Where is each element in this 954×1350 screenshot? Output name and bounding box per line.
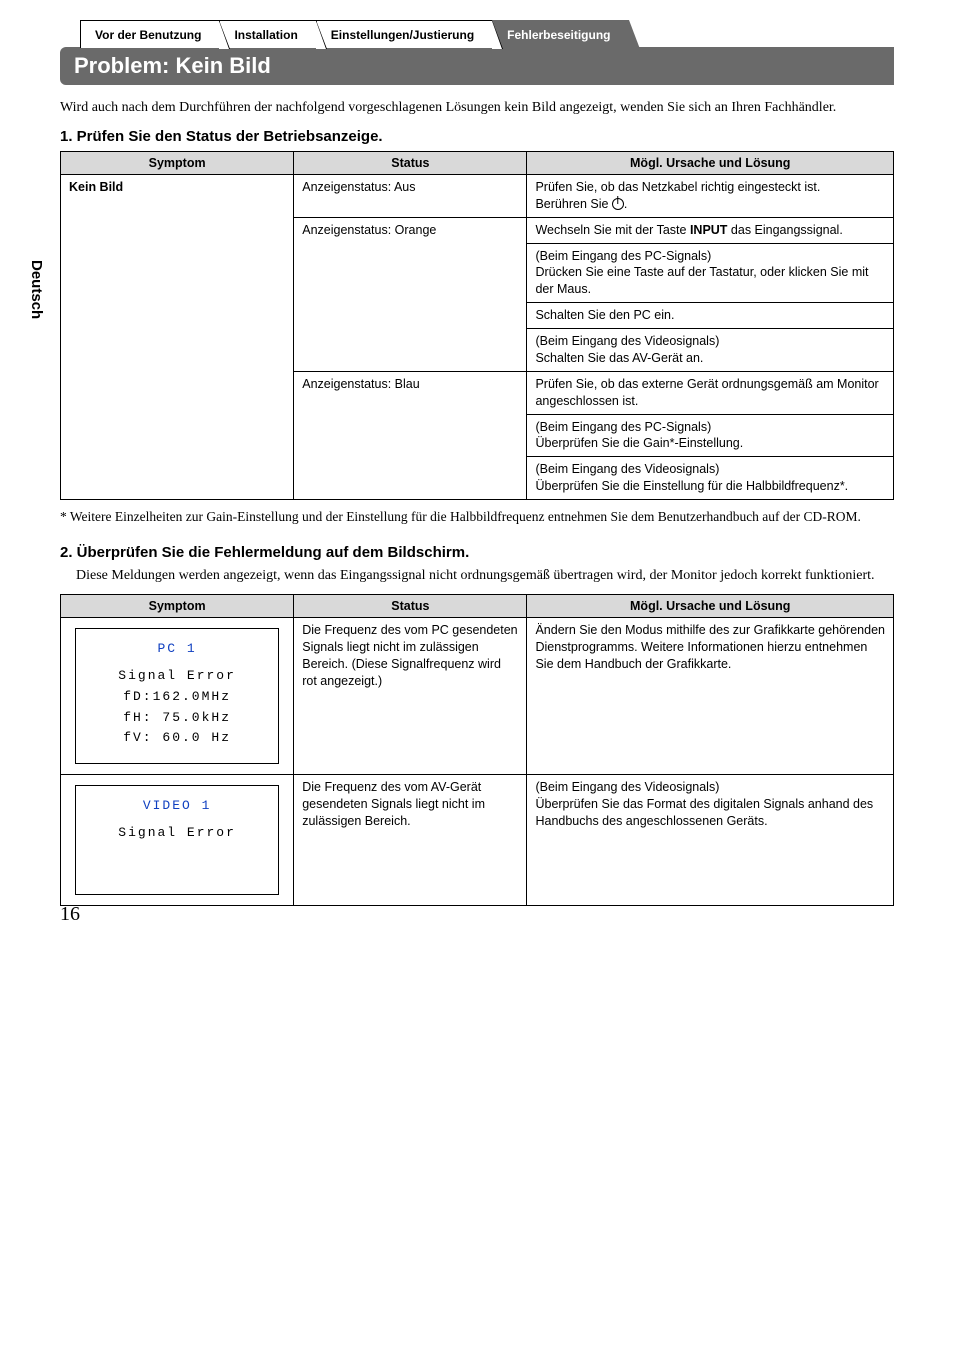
cell-stat-sig2: Die Frequenz des vom AV-Gerät gesendeten… [294, 775, 527, 906]
page-title-banner: Problem: Kein Bild [60, 47, 894, 85]
cell-sig1: PC 1 Signal Error fD:162.0MHz fH: 75.0kH… [61, 618, 294, 775]
cell-sol-orange-2: (Beim Eingang des PC-Signals) Drücken Si… [527, 243, 894, 303]
section-2-intro: Diese Meldungen werden angezeigt, wenn d… [76, 567, 894, 586]
tab-row: Vor der Benutzung Installation Einstellu… [80, 20, 894, 48]
cell-sol-sig1: Ändern Sie den Modus mithilfe des zur Gr… [527, 618, 894, 775]
cell-sol-orange-1: Wechseln Sie mit der Taste INPUT das Ein… [527, 217, 894, 243]
tab-before-use[interactable]: Vor der Benutzung [80, 20, 219, 48]
cell-sol-blue-1: Prüfen Sie, ob das externe Gerät ordnung… [527, 371, 894, 414]
sig1-title: PC 1 [84, 639, 270, 660]
cell-sol-blue-3: (Beim Eingang des Videosignals) Überprüf… [527, 457, 894, 500]
sig1-l2: fD:162.0MHz [84, 687, 270, 708]
th-symptom: Symptom [61, 151, 294, 174]
th2-symptom: Symptom [61, 595, 294, 618]
cell-symptom: Kein Bild [61, 174, 294, 499]
th-solution: Mögl. Ursache und Lösung [527, 151, 894, 174]
cell-sol-blue-2: (Beim Eingang des PC-Signals) Überprüfen… [527, 414, 894, 457]
cell-sol-orange-4: (Beim Eingang des Videosignals) Schalten… [527, 329, 894, 372]
cell-sig2: VIDEO 1 Signal Error [61, 775, 294, 906]
sig1-l3: fH: 75.0kHz [84, 708, 270, 729]
power-icon [612, 198, 624, 210]
page-number: 16 [60, 903, 80, 926]
sig1-l4: fV: 60.0 Hz [84, 728, 270, 749]
cell-sol-off: Prüfen Sie, ob das Netzkabel richtig ein… [527, 174, 894, 217]
th2-solution: Mögl. Ursache und Lösung [527, 595, 894, 618]
signal-error-box-pc: PC 1 Signal Error fD:162.0MHz fH: 75.0kH… [75, 628, 279, 764]
intro-text: Wird auch nach dem Durchführen der nachf… [60, 99, 894, 118]
footnote: * Weitere Einzelheiten zur Gain-Einstell… [60, 508, 894, 526]
cell-sol-sig2: (Beim Eingang des Videosignals) Überprüf… [527, 775, 894, 906]
sig2-l1: Signal Error [84, 823, 270, 844]
th2-status: Status [294, 595, 527, 618]
sig2-title: VIDEO 1 [84, 796, 270, 817]
cell-status-orange: Anzeigenstatus: Orange [294, 217, 527, 371]
language-side-label: Deutsch [28, 260, 45, 319]
cell-status-blue: Anzeigenstatus: Blau [294, 371, 527, 499]
cell-stat-sig1: Die Frequenz des vom PC gesendeten Signa… [294, 618, 527, 775]
error-table: Symptom Status Mögl. Ursache und Lösung … [60, 594, 894, 906]
tab-troubleshooting[interactable]: Fehlerbeseitigung [492, 20, 628, 48]
cell-sol-orange-3: Schalten Sie den PC ein. [527, 303, 894, 329]
th-status: Status [294, 151, 527, 174]
status-table: Symptom Status Mögl. Ursache und Lösung … [60, 151, 894, 500]
tab-installation[interactable]: Installation [219, 20, 315, 48]
section-2-heading: 2. Überprüfen Sie die Fehlermeldung auf … [60, 544, 894, 561]
section-1-heading: 1. Prüfen Sie den Status der Betriebsanz… [60, 128, 894, 145]
tab-settings[interactable]: Einstellungen/Justierung [316, 20, 492, 48]
cell-status-off: Anzeigenstatus: Aus [294, 174, 527, 217]
signal-error-box-video: VIDEO 1 Signal Error [75, 785, 279, 895]
sig1-l1: Signal Error [84, 666, 270, 687]
